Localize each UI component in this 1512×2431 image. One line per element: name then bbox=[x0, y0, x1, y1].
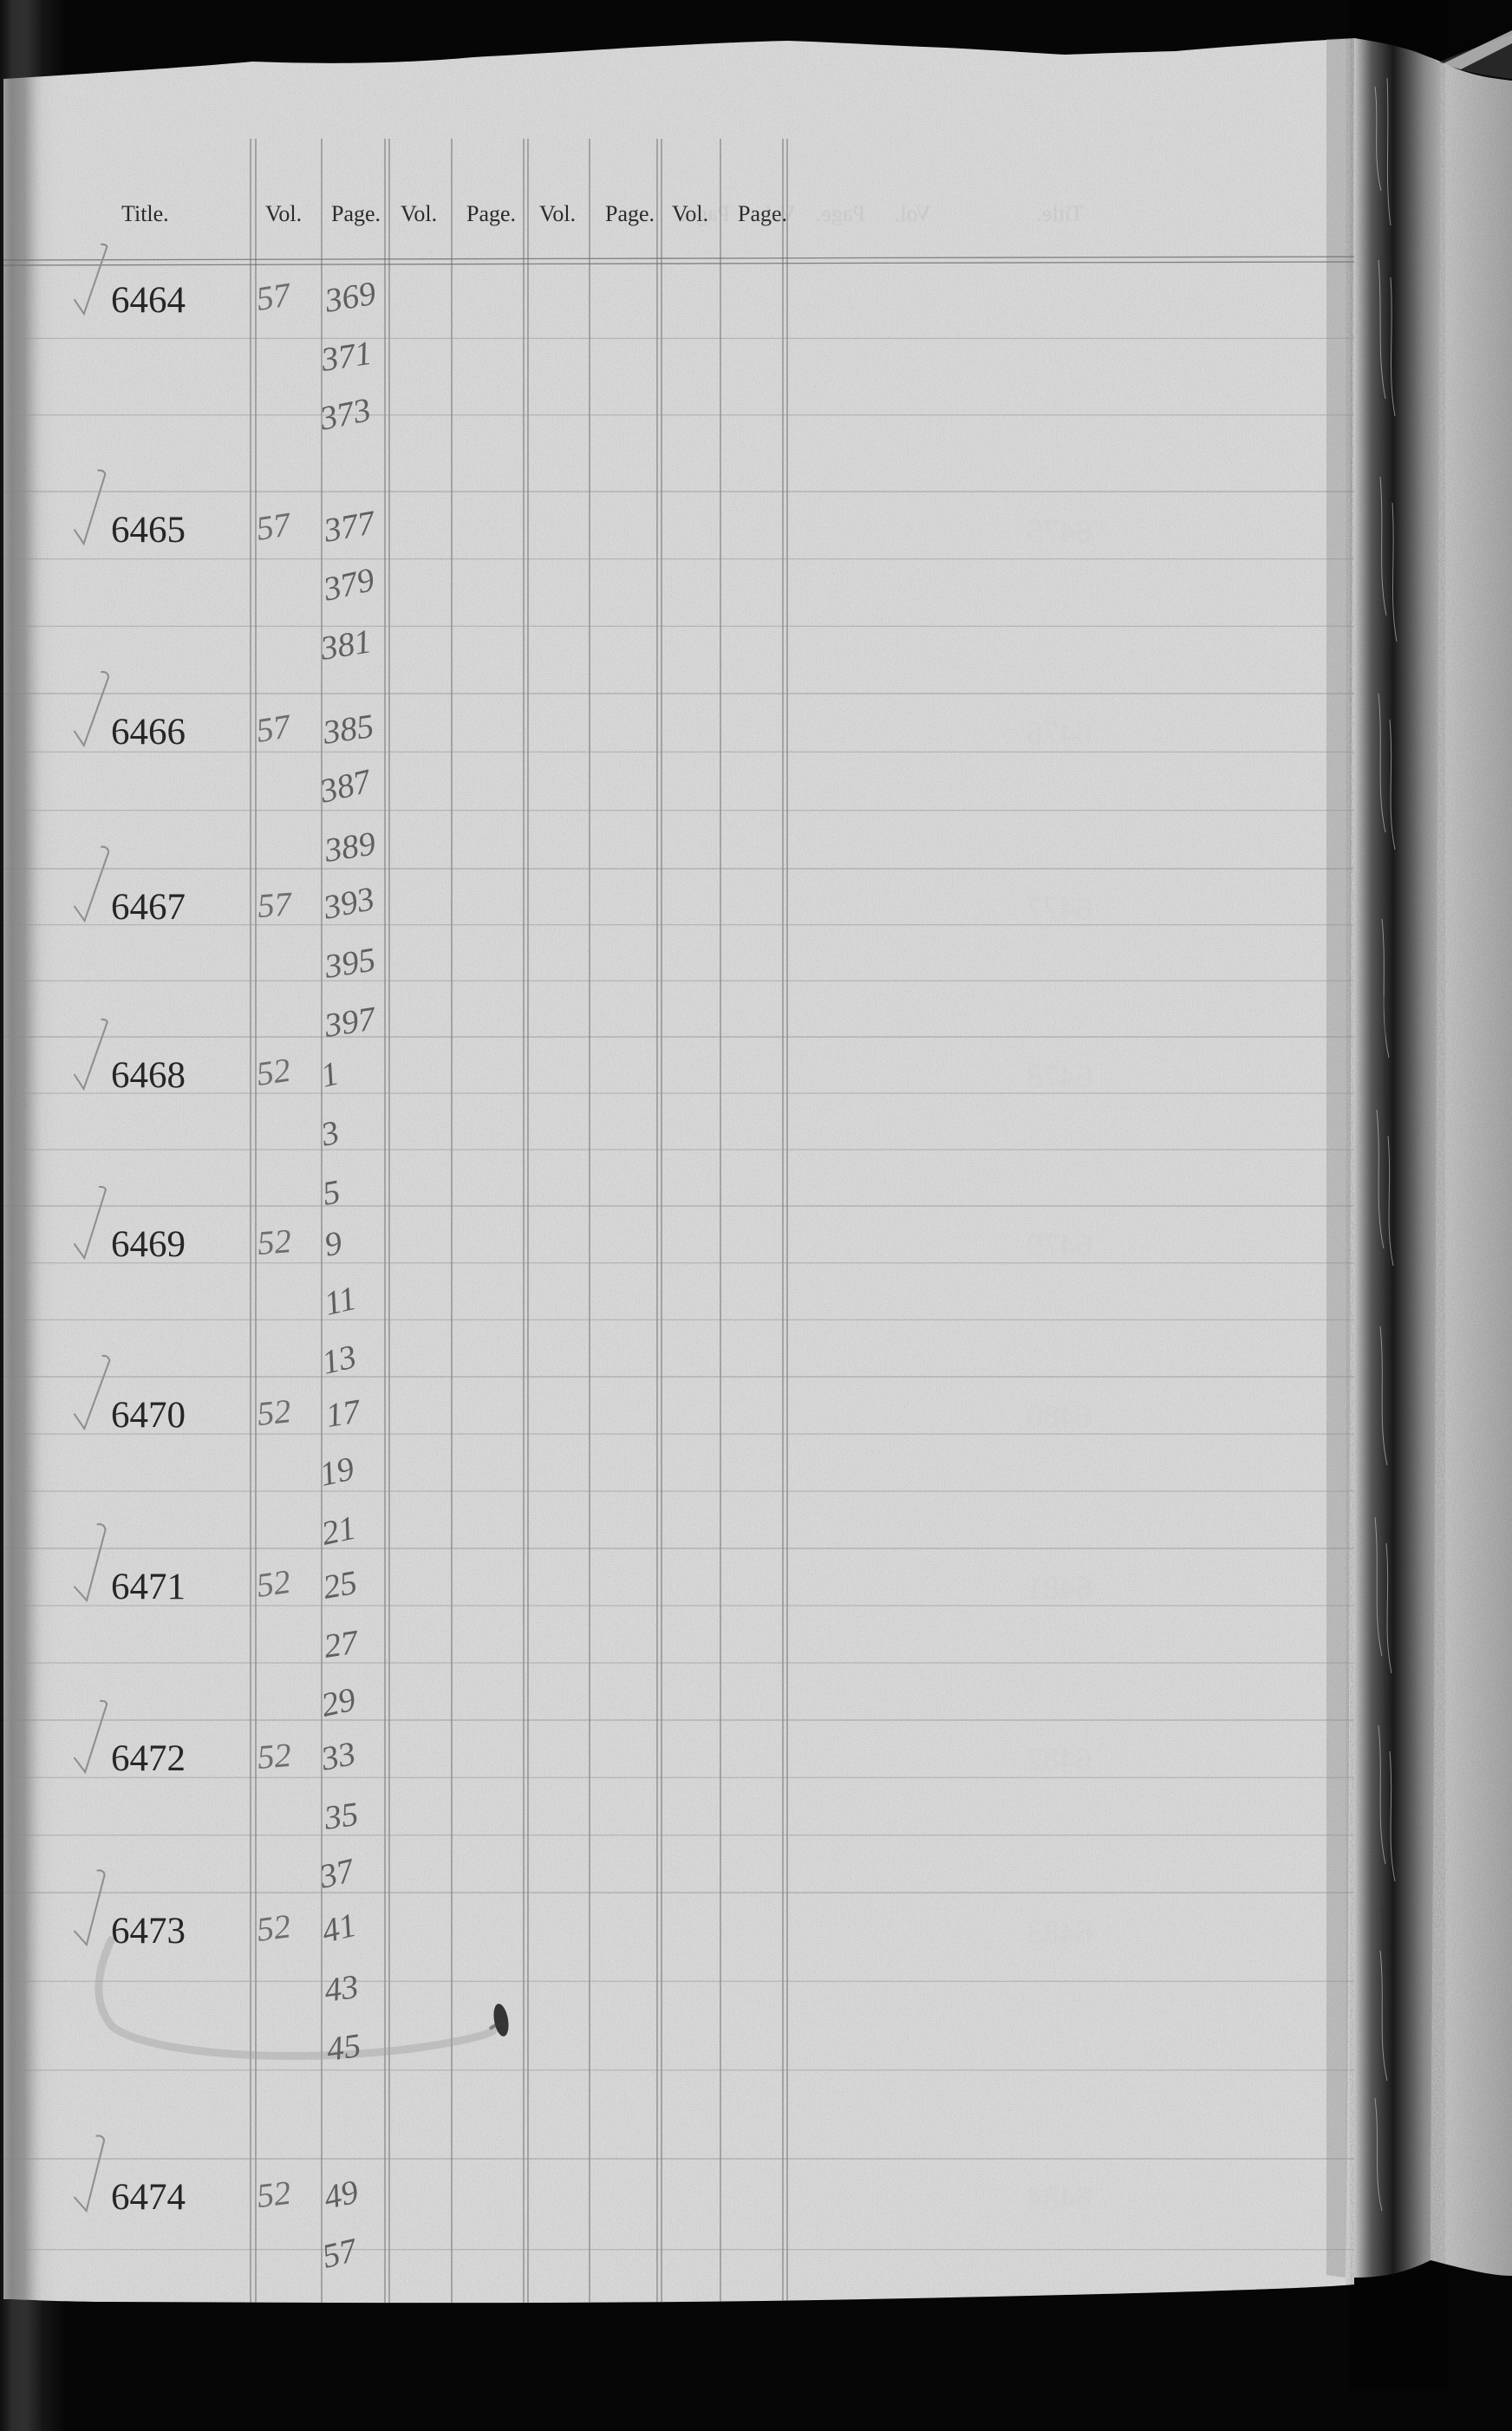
svg-text:6473: 6473 bbox=[111, 1911, 186, 1952]
svg-text:43: 43 bbox=[322, 1968, 361, 2010]
svg-text:6474: 6474 bbox=[111, 2177, 186, 2218]
svg-text:52: 52 bbox=[256, 1392, 293, 1433]
svg-text:385: 385 bbox=[320, 707, 376, 752]
svg-text:35: 35 bbox=[321, 1796, 361, 1837]
svg-text:6469: 6469 bbox=[111, 1224, 186, 1265]
svg-text:6484: 6484 bbox=[1026, 2180, 1092, 2217]
svg-text:Vol.: Vol. bbox=[265, 201, 302, 226]
svg-text:371: 371 bbox=[318, 335, 375, 379]
svg-text:Page.: Page. bbox=[681, 201, 730, 226]
svg-text:6471: 6471 bbox=[111, 1567, 186, 1607]
svg-text:52: 52 bbox=[254, 1563, 293, 1605]
svg-text:6475: 6475 bbox=[1026, 513, 1092, 550]
svg-text:Title.: Title. bbox=[121, 201, 169, 226]
svg-text:Vol.: Vol. bbox=[401, 201, 437, 226]
svg-text:6477: 6477 bbox=[1026, 890, 1092, 927]
svg-text:52: 52 bbox=[255, 2174, 293, 2215]
svg-text:Page.: Page. bbox=[331, 201, 381, 226]
svg-text:6465: 6465 bbox=[111, 510, 186, 551]
svg-text:6482: 6482 bbox=[1026, 1742, 1092, 1778]
svg-text:57: 57 bbox=[257, 885, 295, 925]
svg-text:Vol.: Vol. bbox=[895, 201, 931, 226]
svg-text:52: 52 bbox=[256, 1737, 292, 1776]
svg-text:52: 52 bbox=[256, 1222, 292, 1262]
svg-text:52: 52 bbox=[254, 1052, 293, 1093]
svg-text:27: 27 bbox=[322, 1623, 362, 1665]
svg-text:6479: 6479 bbox=[1026, 1228, 1092, 1264]
svg-text:Page.: Page. bbox=[466, 201, 516, 226]
svg-text:6467: 6467 bbox=[111, 887, 186, 928]
svg-text:25: 25 bbox=[320, 1564, 360, 1607]
svg-text:6483: 6483 bbox=[1026, 1914, 1092, 1951]
svg-text:6464: 6464 bbox=[111, 280, 186, 321]
svg-text:6476: 6476 bbox=[1026, 715, 1092, 752]
svg-text:57: 57 bbox=[254, 276, 295, 318]
svg-text:6470: 6470 bbox=[111, 1395, 186, 1436]
svg-text:57: 57 bbox=[254, 505, 295, 548]
svg-text:Vol.: Vol. bbox=[759, 201, 796, 226]
svg-text:6472: 6472 bbox=[111, 1738, 186, 1779]
svg-text:45: 45 bbox=[324, 2027, 363, 2069]
svg-text:33: 33 bbox=[317, 1735, 359, 1778]
svg-text:Vol.: Vol. bbox=[539, 201, 576, 226]
svg-text:6468: 6468 bbox=[111, 1055, 186, 1096]
svg-text:395: 395 bbox=[322, 941, 378, 986]
svg-text:6478: 6478 bbox=[1026, 1059, 1092, 1095]
svg-text:Title.: Title. bbox=[1036, 201, 1084, 226]
svg-text:Page.: Page. bbox=[816, 201, 865, 226]
svg-text:52: 52 bbox=[255, 1907, 293, 1949]
svg-text:6481: 6481 bbox=[1026, 1570, 1092, 1607]
svg-text:389: 389 bbox=[322, 824, 378, 870]
svg-text:6466: 6466 bbox=[111, 712, 186, 753]
svg-text:6480: 6480 bbox=[1026, 1398, 1092, 1435]
svg-text:Page.: Page. bbox=[605, 201, 655, 226]
